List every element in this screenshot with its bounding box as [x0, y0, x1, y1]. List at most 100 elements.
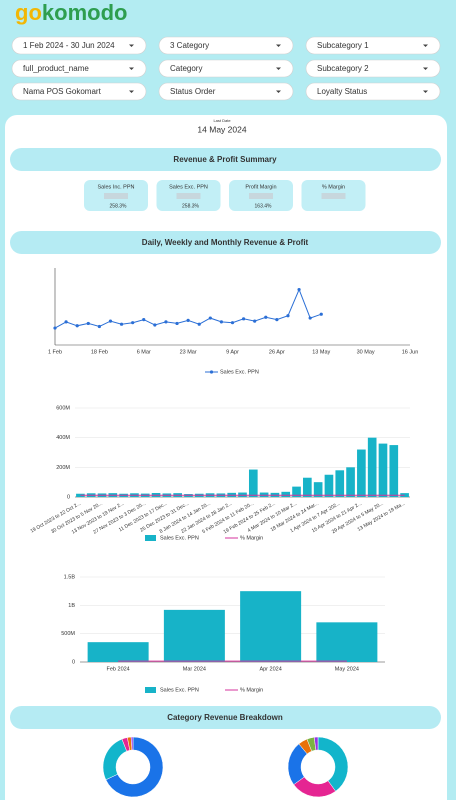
- dropdown-arrow: [129, 44, 134, 47]
- y-tick-label: 200M: [56, 465, 70, 471]
- section-title: Daily, Weekly and Monthly Revenue & Prof…: [142, 238, 309, 247]
- data-point: [97, 324, 101, 329]
- data-point: [186, 318, 190, 322]
- y-tick-label: 0: [72, 659, 75, 665]
- bar: [357, 449, 366, 497]
- filter-dropdown[interactable]: [305, 59, 441, 78]
- data-point: [197, 322, 201, 326]
- y-tick-label: 1B: [68, 603, 75, 609]
- kpi-label: Sales Inc. PPN: [98, 184, 135, 190]
- filter-label: Subcategory 2: [317, 64, 369, 73]
- logo-go: go: [15, 0, 42, 25]
- bar: [240, 591, 302, 662]
- dropdown-arrow: [276, 44, 281, 47]
- bar: [367, 437, 377, 497]
- filter-dropdown[interactable]: [305, 82, 441, 101]
- kpi-label: Profit Margin: [245, 184, 276, 190]
- legend-label: Sales Exc. PPN: [220, 369, 259, 375]
- filter-label: Nama POS Gokomart: [23, 87, 102, 96]
- data-point: [264, 315, 268, 319]
- y-tick-label: 0: [67, 494, 70, 500]
- logo-komodo: komodo: [42, 0, 128, 25]
- legend-label: % Margin: [240, 535, 263, 541]
- x-tick-label: 18 Feb: [91, 349, 108, 355]
- bar: [346, 467, 355, 497]
- data-point: [219, 320, 224, 324]
- legend-label: Sales Exc. PPN: [160, 535, 199, 541]
- x-tick-label: Mar 2024: [183, 666, 206, 672]
- filter-dropdown[interactable]: [158, 82, 294, 101]
- kpi-label: Sales Exc. PPN: [169, 184, 208, 190]
- kpi-value-blur: [104, 193, 128, 199]
- data-point: [230, 321, 235, 325]
- kpi-value-blur: [321, 193, 346, 199]
- filter-label: full_product_name: [23, 64, 89, 73]
- kpi-label: % Margin: [322, 184, 345, 190]
- dropdown-arrow: [129, 90, 134, 93]
- dropdown-arrow: [423, 44, 428, 47]
- y-tick-label: 500M: [61, 631, 75, 637]
- x-tick-label: 9 Apr: [226, 349, 239, 355]
- legend-label: % Margin: [240, 687, 263, 693]
- filter-label: Status Order: [170, 87, 216, 96]
- bar: [163, 609, 225, 662]
- kpi-change: 258.3%: [182, 203, 200, 209]
- x-tick-label: 6 Mar: [137, 349, 151, 355]
- bar: [335, 470, 345, 497]
- data-point: [275, 317, 279, 322]
- x-tick-label: Feb 2024: [107, 666, 130, 672]
- x-tick-label: 23 Mar: [180, 349, 197, 355]
- logo: gokomodo: [15, 0, 127, 25]
- bar: [313, 482, 323, 497]
- data-point: [75, 324, 79, 328]
- x-tick-label: May 2024: [335, 666, 359, 672]
- kpi-value-blur: [176, 193, 201, 199]
- data-point: [86, 321, 90, 326]
- legend-swatch: [145, 535, 156, 541]
- dropdown-arrow: [423, 67, 428, 70]
- legend-label: Sales Exc. PPN: [160, 687, 199, 693]
- y-tick-label: 1.5B: [64, 574, 76, 580]
- y-tick-label: 600M: [56, 405, 70, 411]
- legend-swatch: [145, 687, 156, 693]
- filter-label: 3 Category: [170, 41, 209, 50]
- filter-dropdown[interactable]: [11, 36, 147, 55]
- data-point: [175, 321, 179, 326]
- bar: [248, 469, 258, 497]
- donut-slice: [105, 736, 164, 798]
- dropdown-arrow: [129, 67, 134, 70]
- legend-swatch: [209, 370, 214, 374]
- section-header: [10, 706, 441, 729]
- bar: [324, 474, 334, 497]
- donut-slice: [313, 736, 319, 751]
- x-tick-label: 26 Apr: [269, 349, 285, 355]
- last-date-label: Last Date: [213, 118, 231, 123]
- data-point: [153, 323, 157, 327]
- filter-dropdown[interactable]: [158, 59, 294, 78]
- bar: [87, 642, 149, 662]
- section-header: [10, 231, 441, 254]
- x-tick-label: 16 Jun: [402, 349, 419, 355]
- data-point: [308, 316, 312, 320]
- bar: [292, 486, 301, 497]
- data-point: [208, 316, 212, 320]
- x-tick-label: 30 May: [357, 349, 375, 355]
- data-point: [119, 322, 124, 326]
- x-tick-label: Apr 2024: [259, 666, 281, 672]
- dropdown-arrow: [276, 90, 281, 93]
- section-title: Category Revenue Breakdown: [167, 713, 283, 722]
- kpi-change: 163.4%: [255, 203, 273, 209]
- y-tick-label: 400M: [56, 435, 70, 441]
- filter-label: Loyalty Status: [317, 87, 367, 96]
- filter-dropdown[interactable]: [11, 59, 147, 78]
- filter-dropdown[interactable]: [305, 36, 441, 55]
- last-date: 14 May 2024: [197, 124, 246, 134]
- filter-label: Subcategory 1: [317, 41, 369, 50]
- filter-dropdown[interactable]: [158, 36, 294, 55]
- bar: [281, 491, 291, 497]
- data-point: [253, 319, 257, 323]
- filter-dropdown[interactable]: [11, 82, 147, 101]
- data-point: [131, 321, 135, 325]
